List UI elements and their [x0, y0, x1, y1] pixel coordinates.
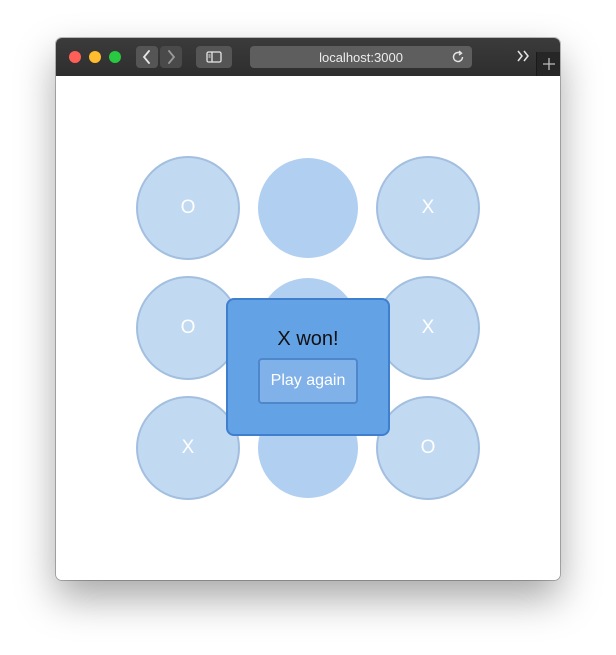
- game-over-dialog: X won! Play again: [226, 298, 390, 436]
- address-bar[interactable]: localhost:3000: [250, 46, 472, 68]
- sidebar-toggle-button[interactable]: [196, 46, 232, 68]
- browser-window: localhost:3000 O X O X X O: [56, 38, 560, 580]
- board-cell-4[interactable]: O: [136, 276, 240, 380]
- chevron-left-icon: [142, 50, 150, 64]
- plus-icon: [543, 58, 555, 70]
- close-window-button[interactable]: [69, 51, 81, 63]
- browser-toolbar: localhost:3000: [56, 38, 560, 77]
- board-cell-9[interactable]: O: [376, 396, 480, 500]
- board-cell-1[interactable]: O: [136, 156, 240, 260]
- board-cell-6[interactable]: X: [376, 276, 480, 380]
- board-cell-2[interactable]: [258, 158, 358, 258]
- new-tab-button[interactable]: [536, 52, 560, 76]
- sidebar-icon: [206, 51, 222, 63]
- board-cell-7[interactable]: X: [136, 396, 240, 500]
- double-chevron-right-icon[interactable]: [514, 47, 532, 65]
- chevron-right-icon: [168, 50, 176, 64]
- reload-icon[interactable]: [450, 49, 466, 65]
- board-cell-3[interactable]: X: [376, 156, 480, 260]
- minimize-window-button[interactable]: [89, 51, 101, 63]
- page-content: O X O X X O X won! Play again: [56, 76, 560, 580]
- result-message: X won!: [277, 328, 339, 350]
- forward-button[interactable]: [160, 46, 182, 68]
- maximize-window-button[interactable]: [109, 51, 121, 63]
- play-again-button[interactable]: Play again: [258, 358, 358, 404]
- url-text: localhost:3000: [319, 49, 403, 65]
- back-button[interactable]: [136, 46, 158, 68]
